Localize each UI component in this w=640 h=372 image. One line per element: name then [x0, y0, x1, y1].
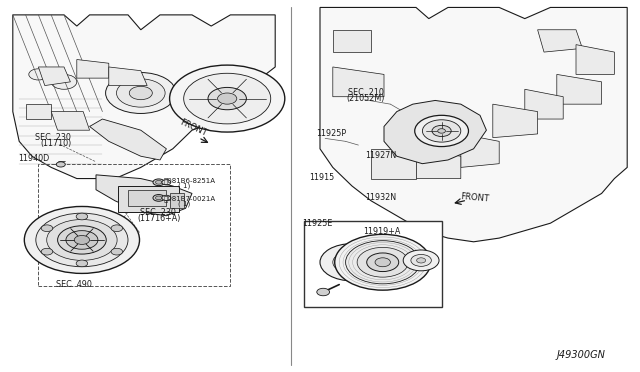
- Polygon shape: [320, 7, 627, 242]
- Polygon shape: [371, 149, 416, 179]
- Circle shape: [432, 125, 451, 137]
- Text: SEC. 490: SEC. 490: [56, 280, 92, 289]
- Circle shape: [417, 258, 426, 263]
- Bar: [304, 221, 442, 307]
- Circle shape: [346, 241, 420, 284]
- Polygon shape: [96, 175, 192, 216]
- Circle shape: [111, 225, 123, 231]
- Circle shape: [74, 235, 90, 244]
- Bar: [118, 186, 179, 212]
- Polygon shape: [13, 15, 275, 179]
- Polygon shape: [538, 30, 582, 52]
- Circle shape: [333, 251, 371, 273]
- Circle shape: [66, 231, 98, 249]
- Polygon shape: [416, 149, 461, 179]
- Circle shape: [335, 234, 431, 290]
- Circle shape: [76, 213, 88, 220]
- Polygon shape: [384, 100, 486, 164]
- Polygon shape: [77, 60, 109, 78]
- Polygon shape: [525, 89, 563, 119]
- Text: 11940D: 11940D: [18, 154, 49, 163]
- Text: (21052M): (21052M): [346, 94, 385, 103]
- Text: FRONT: FRONT: [460, 192, 489, 203]
- Circle shape: [422, 120, 461, 142]
- Text: 11932N: 11932N: [365, 193, 396, 202]
- Circle shape: [41, 248, 52, 255]
- Text: 11927N: 11927N: [365, 151, 396, 160]
- Text: SEC. 210: SEC. 210: [348, 88, 383, 97]
- Circle shape: [153, 179, 164, 186]
- Polygon shape: [26, 104, 51, 119]
- Polygon shape: [109, 67, 147, 86]
- Circle shape: [411, 254, 431, 266]
- Text: 11925P: 11925P: [316, 129, 346, 138]
- Circle shape: [344, 258, 360, 267]
- Circle shape: [76, 260, 88, 267]
- Circle shape: [58, 226, 106, 254]
- Text: 11925E: 11925E: [302, 219, 332, 228]
- Circle shape: [24, 206, 140, 273]
- Text: Ⓑ081B6-8251A: Ⓑ081B6-8251A: [164, 177, 216, 184]
- Circle shape: [29, 69, 48, 80]
- Text: 11919+A: 11919+A: [363, 227, 400, 236]
- Circle shape: [41, 225, 52, 231]
- Text: (11716+A): (11716+A): [138, 214, 181, 223]
- Bar: [6, 4, 282, 179]
- Text: FRONT: FRONT: [178, 118, 208, 138]
- Circle shape: [170, 65, 285, 132]
- Polygon shape: [90, 119, 166, 160]
- Polygon shape: [557, 74, 602, 104]
- Polygon shape: [38, 67, 70, 86]
- Text: ( 1): ( 1): [178, 201, 190, 207]
- Circle shape: [403, 250, 439, 271]
- Text: 11915: 11915: [309, 173, 334, 182]
- Circle shape: [106, 73, 176, 113]
- Polygon shape: [51, 112, 90, 130]
- Bar: [38, 164, 230, 286]
- Circle shape: [156, 196, 162, 200]
- Polygon shape: [493, 104, 538, 138]
- Circle shape: [208, 87, 246, 110]
- Bar: [170, 193, 184, 208]
- Circle shape: [218, 93, 237, 104]
- Circle shape: [184, 73, 271, 124]
- Polygon shape: [576, 45, 614, 74]
- Circle shape: [375, 258, 390, 267]
- Circle shape: [415, 115, 468, 147]
- Text: Ⓑ081B7-0021A: Ⓑ081B7-0021A: [164, 195, 216, 202]
- Bar: [128, 190, 166, 206]
- Polygon shape: [333, 30, 371, 52]
- Circle shape: [51, 74, 77, 89]
- Circle shape: [162, 180, 171, 185]
- Circle shape: [56, 162, 65, 167]
- Circle shape: [156, 180, 162, 184]
- Circle shape: [36, 213, 128, 267]
- Polygon shape: [461, 134, 499, 167]
- Text: J49300GN: J49300GN: [557, 350, 605, 360]
- Circle shape: [129, 86, 152, 100]
- Circle shape: [153, 195, 164, 201]
- Circle shape: [357, 247, 408, 277]
- Circle shape: [47, 219, 117, 260]
- Circle shape: [367, 253, 399, 272]
- Text: (11710): (11710): [40, 139, 72, 148]
- Text: SEC. 230: SEC. 230: [35, 133, 71, 142]
- Circle shape: [162, 195, 171, 201]
- Circle shape: [317, 288, 330, 296]
- Circle shape: [320, 244, 384, 281]
- Circle shape: [111, 248, 123, 255]
- Text: ( 1): ( 1): [178, 183, 190, 189]
- Text: —: —: [58, 157, 65, 166]
- Polygon shape: [333, 67, 384, 97]
- Circle shape: [438, 129, 445, 133]
- Circle shape: [116, 79, 165, 107]
- Text: SEC. 230: SEC. 230: [140, 208, 175, 217]
